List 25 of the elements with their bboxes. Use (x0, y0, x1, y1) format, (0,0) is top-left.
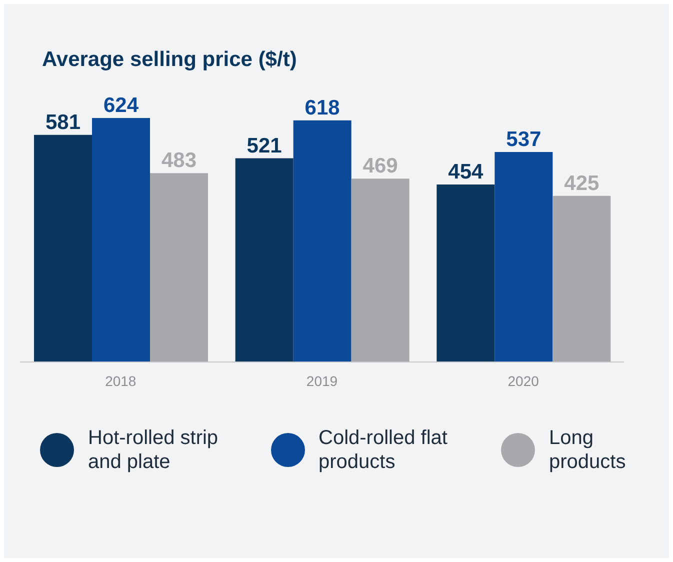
bar (92, 118, 150, 362)
data-label: 521 (246, 134, 282, 158)
bar (552, 196, 611, 362)
data-label: 624 (103, 94, 139, 117)
x-tick-label: 2018 (105, 372, 136, 389)
legend-label: Long products (549, 426, 627, 474)
data-label: 425 (564, 172, 600, 195)
x-tick-label: 2020 (508, 372, 540, 389)
bar (293, 120, 352, 362)
bar (436, 184, 495, 362)
legend-label: Cold-rolled flat products (318, 426, 448, 474)
chart-title: Average selling price ($/t) (41, 47, 298, 73)
data-label: 618 (304, 96, 340, 120)
bar (235, 158, 294, 362)
data-label: 537 (506, 128, 542, 152)
legend-label: Hot-rolled strip and plate (88, 426, 220, 474)
bar (351, 178, 410, 362)
data-label: 469 (362, 154, 398, 178)
data-label: 454 (448, 160, 484, 184)
x-tick-label: 2019 (306, 372, 338, 389)
bar (34, 134, 92, 362)
bar (494, 152, 553, 362)
data-label: 483 (161, 149, 197, 172)
data-label: 581 (45, 110, 81, 134)
bar (150, 173, 208, 362)
